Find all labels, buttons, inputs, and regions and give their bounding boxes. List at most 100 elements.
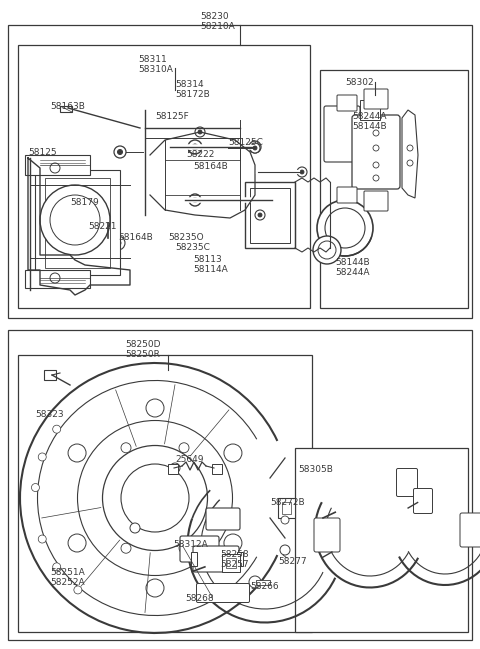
Text: 58310A: 58310A: [138, 65, 173, 74]
FancyBboxPatch shape: [413, 489, 432, 513]
Circle shape: [317, 200, 373, 256]
Text: 58172B: 58172B: [175, 90, 210, 99]
Circle shape: [198, 130, 202, 134]
Bar: [25, 270, 90, 288]
Circle shape: [38, 535, 46, 543]
Circle shape: [318, 241, 336, 259]
Bar: [295, 448, 468, 632]
Circle shape: [373, 175, 379, 181]
Bar: [360, 100, 380, 120]
Text: 58221: 58221: [88, 222, 117, 231]
Circle shape: [103, 235, 113, 245]
Text: 58266: 58266: [250, 582, 278, 591]
Text: 58230: 58230: [200, 12, 228, 21]
Text: 58210A: 58210A: [200, 22, 235, 31]
Bar: [8, 330, 472, 640]
Circle shape: [224, 534, 242, 552]
Text: 58179: 58179: [70, 198, 99, 207]
Text: 58314: 58314: [175, 80, 204, 89]
Text: 58164B: 58164B: [193, 162, 228, 171]
Bar: [45, 178, 110, 268]
Circle shape: [146, 399, 164, 417]
Text: 58250R: 58250R: [125, 350, 160, 359]
FancyBboxPatch shape: [180, 536, 219, 562]
Text: 58222: 58222: [186, 150, 215, 159]
Bar: [226, 558, 236, 568]
Text: 58144B: 58144B: [352, 122, 386, 131]
FancyBboxPatch shape: [364, 89, 388, 109]
FancyBboxPatch shape: [460, 513, 480, 547]
Circle shape: [280, 545, 290, 555]
Circle shape: [50, 163, 60, 173]
Bar: [25, 155, 90, 175]
Circle shape: [53, 425, 60, 433]
FancyBboxPatch shape: [352, 115, 400, 189]
Text: 58272B: 58272B: [270, 498, 305, 507]
Circle shape: [32, 484, 39, 491]
Circle shape: [103, 213, 113, 223]
Circle shape: [313, 236, 341, 264]
Circle shape: [373, 145, 379, 151]
Text: 58311: 58311: [138, 55, 167, 64]
Text: 58258: 58258: [220, 550, 249, 559]
Text: 58302: 58302: [345, 78, 373, 87]
Circle shape: [115, 240, 121, 246]
Bar: [222, 554, 240, 572]
Circle shape: [50, 273, 60, 283]
Circle shape: [407, 160, 413, 166]
Text: 58305B: 58305B: [298, 465, 333, 474]
Circle shape: [53, 563, 60, 571]
Bar: [44, 370, 56, 380]
Circle shape: [249, 576, 261, 588]
FancyBboxPatch shape: [314, 518, 340, 552]
Text: 58163B: 58163B: [50, 102, 85, 111]
FancyBboxPatch shape: [193, 546, 239, 572]
Text: 58252A: 58252A: [50, 578, 84, 587]
Text: 58323: 58323: [35, 410, 64, 419]
Circle shape: [373, 130, 379, 136]
Circle shape: [258, 213, 262, 217]
Bar: [320, 70, 468, 308]
Circle shape: [188, 140, 202, 154]
Circle shape: [38, 453, 46, 461]
Bar: [168, 464, 178, 474]
Circle shape: [253, 146, 257, 150]
FancyBboxPatch shape: [364, 191, 388, 211]
Circle shape: [170, 463, 180, 473]
Bar: [278, 498, 295, 518]
Text: 58114A: 58114A: [193, 265, 228, 274]
Text: 58277: 58277: [278, 557, 307, 566]
Text: 58125F: 58125F: [155, 112, 189, 121]
Circle shape: [325, 208, 365, 248]
Text: 58113: 58113: [193, 255, 222, 264]
Text: 58164B: 58164B: [118, 233, 153, 242]
Text: 58251A: 58251A: [50, 568, 85, 577]
FancyBboxPatch shape: [196, 583, 250, 602]
Text: 58244A: 58244A: [352, 112, 386, 121]
Circle shape: [255, 210, 265, 220]
Text: 58125C: 58125C: [228, 138, 263, 147]
Circle shape: [68, 534, 86, 552]
Text: 58257: 58257: [220, 560, 249, 569]
Text: 25649: 25649: [175, 455, 204, 464]
Text: 58125: 58125: [28, 148, 57, 157]
Bar: [250, 188, 290, 243]
Bar: [212, 464, 222, 474]
Bar: [245, 182, 295, 248]
FancyBboxPatch shape: [337, 187, 357, 203]
Circle shape: [192, 197, 197, 202]
Circle shape: [130, 523, 140, 533]
Circle shape: [118, 149, 122, 154]
Circle shape: [68, 444, 86, 462]
Circle shape: [111, 236, 125, 250]
Text: 58312A: 58312A: [173, 540, 208, 549]
Text: 58250D: 58250D: [125, 340, 160, 349]
Circle shape: [300, 170, 304, 174]
Bar: [8, 25, 472, 318]
Text: 58235C: 58235C: [175, 243, 210, 252]
Circle shape: [192, 144, 198, 150]
Bar: [237, 552, 243, 566]
Bar: [282, 502, 291, 514]
Circle shape: [189, 194, 201, 206]
Circle shape: [74, 586, 82, 594]
